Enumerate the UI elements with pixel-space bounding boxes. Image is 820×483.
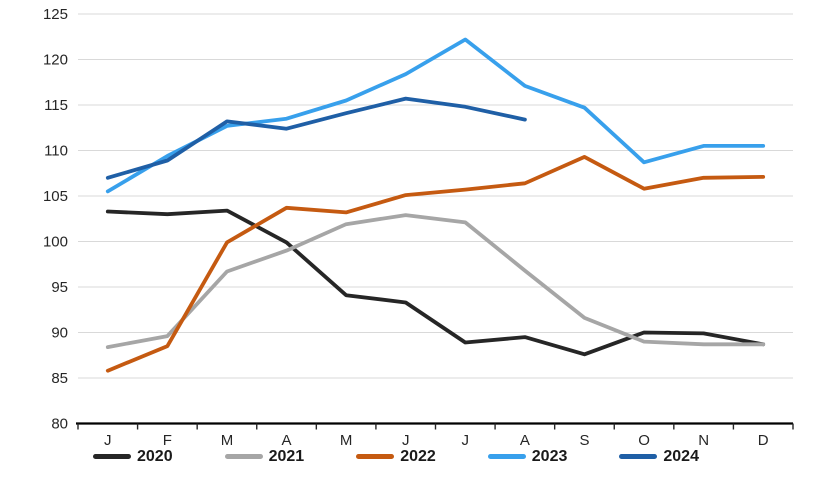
- x-tick-label: A: [282, 432, 292, 449]
- legend-label: 2024: [663, 448, 699, 465]
- x-tick-label: N: [698, 432, 709, 449]
- x-tick-label: O: [638, 432, 650, 449]
- series-line-2023: [105, 37, 766, 194]
- x-tick-label: J: [462, 432, 470, 449]
- y-tick-label: 90: [51, 325, 68, 342]
- x-tick-label: F: [163, 432, 172, 449]
- y-tick-label: 105: [43, 188, 68, 205]
- legend-item-2022: 2022: [356, 447, 436, 466]
- legend-swatch-2023: [487, 454, 526, 459]
- series-line-2024: [105, 96, 527, 180]
- x-tick-label: S: [579, 432, 589, 449]
- x-tick-label: J: [402, 432, 410, 449]
- y-tick-label: 125: [43, 6, 68, 23]
- legend-swatch-2021: [224, 454, 263, 459]
- y-tick-label: 115: [44, 97, 68, 114]
- x-tick-label: D: [758, 432, 769, 449]
- legend-item-2024: 2024: [619, 447, 699, 466]
- x-tick-label: J: [104, 432, 112, 449]
- y-tick-label: 85: [51, 370, 68, 387]
- x-tick-label: M: [221, 432, 234, 449]
- y-tick-label: 80: [51, 416, 68, 433]
- legend-swatch-2022: [356, 454, 395, 459]
- x-tick-label: A: [520, 432, 530, 449]
- series-line-2020: [105, 208, 766, 357]
- legend-label: 2020: [137, 448, 173, 465]
- legend-item-2023: 2023: [487, 447, 568, 466]
- legend-label: 2021: [268, 448, 305, 465]
- y-tick-label: 95: [51, 279, 68, 296]
- y-tick-label: 110: [44, 143, 68, 160]
- legend-swatch-2024: [619, 454, 658, 459]
- legend-item-2021: 2021: [224, 447, 305, 466]
- y-tick-label: 120: [43, 52, 68, 69]
- series-line-2021: [105, 213, 766, 350]
- legend-item-2020: 2020: [93, 447, 173, 466]
- legend-label: 2022: [400, 448, 436, 465]
- x-tick-label: M: [340, 432, 353, 449]
- y-tick-label: 100: [43, 234, 68, 251]
- series-line-2022: [105, 154, 766, 373]
- legend-swatch-2020: [93, 454, 131, 459]
- legend-label: 2023: [531, 448, 568, 465]
- chart-legend: 2020 2021 2022 2023 2024: [93, 447, 699, 466]
